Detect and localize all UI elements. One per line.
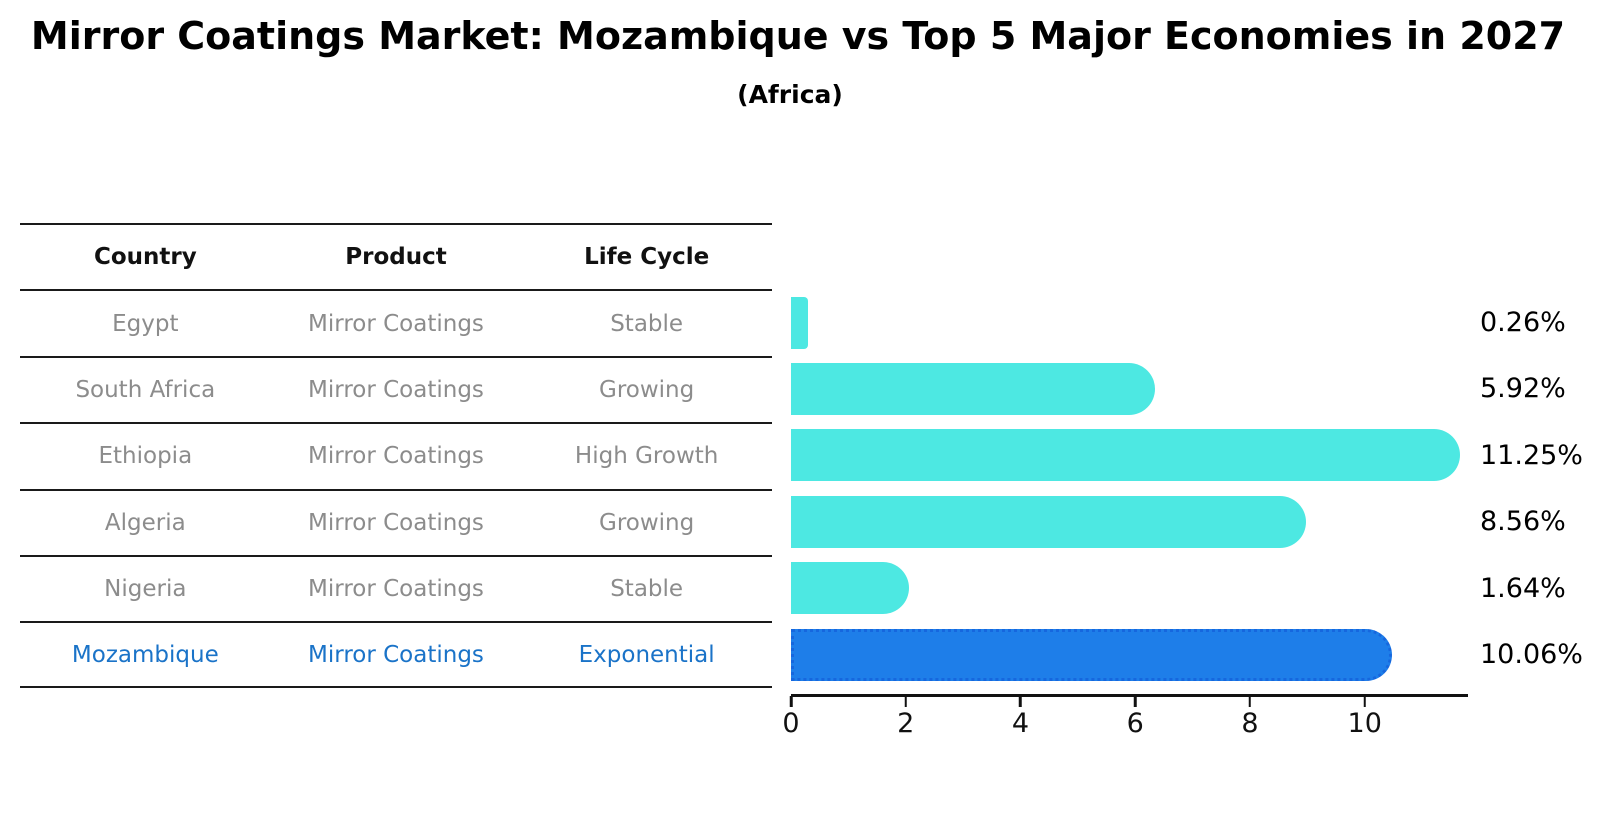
bar-value-label: 8.56% [1480,506,1566,538]
bar-plot-area [791,289,1468,687]
x-axis-line [791,694,1468,697]
chart-subtitle: (Africa) [737,80,843,109]
table-cell: Stable [610,310,684,337]
bar-value-label: 10.06% [1480,639,1583,671]
table-header-row: Country Product Life Cycle [20,223,772,289]
x-axis: 0 2 4 6 8 10 [782,694,1468,744]
bar-row [791,422,1468,488]
x-axis-tick [1248,696,1252,707]
x-axis-tick-label: 6 [1126,708,1144,739]
bar-south-africa [791,362,1155,415]
table-cell: South Africa [75,376,216,403]
bar-highlight-mozambique [791,628,1393,681]
table-cell: Mirror Coatings [308,641,484,668]
x-axis-tick-label: 10 [1347,708,1382,739]
bar-value-label: 11.25% [1480,439,1583,471]
bar-value-label: 5.92% [1480,373,1566,405]
table-cell: Mozambique [71,641,219,668]
bar-ethiopia [791,429,1461,482]
bar-row [791,555,1468,621]
x-axis-tick [1363,696,1366,707]
bar-egypt [791,296,808,349]
table-cell: High Growth [574,443,719,470]
table-cell: Growing [599,509,695,536]
x-axis-tick [789,696,793,707]
chart-title: Mirror Coatings Market: Mozambique vs To… [30,14,1566,58]
table-cell: Country [93,244,197,271]
table-cell: Mirror Coatings [308,443,484,470]
table-cell: Mirror Coatings [308,310,484,337]
table-cell: Product [345,244,447,271]
bar-row [791,356,1468,422]
x-axis-tick-label: 8 [1241,708,1259,739]
bar-row [791,489,1468,555]
table-cell: Mirror Coatings [308,509,484,536]
bar-nigeria [791,562,910,615]
table-row: Ethiopia Mirror Coatings High Growth [20,422,772,488]
bar-algeria [791,495,1307,548]
table-row: South Africa Mirror Coatings Growing [20,355,772,422]
data-table: Country Product Life Cycle Egypt Mirror Coat… [20,223,772,688]
table-cell: Exponential [578,641,715,668]
x-axis-tick-label: 0 [782,708,800,739]
table-cell: Stable [610,576,684,603]
table-cell: Growing [599,376,695,403]
table-row: Algeria Mirror Coatings Growing [20,488,772,555]
table-cell: Mirror Coatings [308,376,484,403]
table-cell: Life Cycle [584,244,710,271]
x-axis-tick-label: 4 [1011,708,1030,739]
bar-row [791,621,1468,687]
x-axis-tick [1019,696,1022,707]
table-cell: Ethiopia [98,443,193,470]
table-cell: Mirror Coatings [308,576,484,603]
table-row: Mozambique Mirror Coatings Exponential [20,621,772,688]
table-cell: Algeria [104,509,186,536]
x-axis-tick [904,696,907,707]
bar-row [791,289,1468,355]
x-axis-tick [1133,696,1137,707]
table-cell: Nigeria [104,576,187,603]
table-cell: Egypt [112,310,179,337]
x-axis-tick-label: 2 [897,708,915,739]
table-row: Nigeria Mirror Coatings Stable [20,554,772,621]
bar-value-labels: 0.26% 5.92% 11.25% 8.56% 1.64% 10.06% [1480,289,1610,687]
table-row: Egypt Mirror Coatings Stable [20,289,772,355]
bar-value-label: 1.64% [1480,572,1566,604]
bar-value-label: 0.26% [1480,307,1566,339]
